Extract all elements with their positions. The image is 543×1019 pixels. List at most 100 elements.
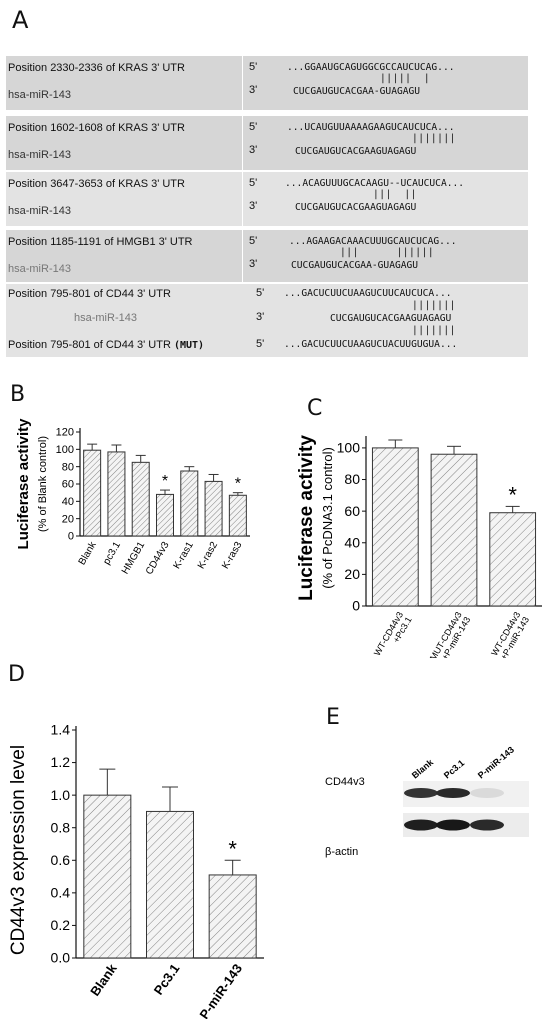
alignment-divider xyxy=(242,172,243,226)
chart-c: 0 20 40 60 80 100 WT-CD44v3+Pc3.1 MUT-CD44v3+P-… xyxy=(296,435,542,658)
utr-sequence: ...UCAUGUUAAAAGAAGUCAUCUCA... xyxy=(287,122,455,133)
bar xyxy=(107,451,126,537)
y-tick-label: 80 xyxy=(344,471,360,487)
y-axis-subtitle: (% of Blank control) xyxy=(37,436,49,532)
target-label: Position 1602-1608 of KRAS 3' UTR xyxy=(8,122,185,134)
y-axis-title: CD44v3 expression level xyxy=(8,745,29,955)
bar xyxy=(489,512,537,607)
y-tick-label: 40 xyxy=(62,496,74,508)
category-label: WT-CD44v3+P-miR-143 xyxy=(489,610,531,658)
pairing-bars: ||| || xyxy=(373,189,417,200)
blot-band xyxy=(470,819,504,831)
utr-sequence: ...GGAAUGCAGUGGCGCCAUCUCAG... xyxy=(287,62,455,73)
bar xyxy=(83,449,102,537)
category-label: Blank xyxy=(87,960,120,998)
blot-band xyxy=(436,819,470,831)
y-tick-label: 120 xyxy=(56,427,74,439)
y-tick-label: 0.4 xyxy=(51,885,71,901)
panel-c-letter: C xyxy=(307,396,323,421)
five-prime: 5' xyxy=(249,61,258,73)
y-axis-title: Luciferase activity xyxy=(15,418,32,550)
bar xyxy=(131,461,150,537)
alignment-divider xyxy=(242,230,243,282)
category-label: WT-CD44v3+Pc3.1 xyxy=(372,610,414,658)
target-label: Position 3647-3653 of KRAS 3' UTR xyxy=(8,178,185,190)
pairing-bars: ||||||| xyxy=(412,133,456,144)
mirna-label: hsa-miR-143 xyxy=(8,149,71,161)
category-label-line: Pc3.1 xyxy=(151,961,183,997)
category-label-line: K-ras2 xyxy=(196,540,220,571)
y-tick-label: 60 xyxy=(344,503,360,519)
chart-d: 0.0 0.2 0.4 0.6 0.8 1.0 1.2 1.4 Blank Pc3.1 * P-miR… xyxy=(8,722,264,1019)
panel-d-letter: D xyxy=(8,662,25,687)
pairing-bars: ||| |||||| xyxy=(340,247,435,258)
alignment-box: Position 3647-3653 of KRAS 3' UTR hsa-miR… xyxy=(6,172,528,226)
pairing-bars: ||||| | xyxy=(380,73,431,84)
blot-row-label: β-actin xyxy=(325,846,358,858)
category-label-line: K-ras3 xyxy=(220,540,244,571)
panel-b-letter: B xyxy=(10,382,26,407)
western-blot-e: Blank Pc3.1 P-miR-143 CD44v3 β-actin xyxy=(325,745,529,858)
significance-star: * xyxy=(508,482,517,507)
panel-e-letter: E xyxy=(326,705,340,730)
five-prime: 5' xyxy=(249,177,258,189)
bar xyxy=(430,453,478,607)
blot-band xyxy=(404,819,438,831)
y-tick-label: 100 xyxy=(337,440,361,456)
category-label-line: K-ras1 xyxy=(172,540,196,571)
significance-star: * xyxy=(162,473,168,490)
five-prime: 5' xyxy=(249,235,258,247)
category-label: pc3.1 xyxy=(101,540,123,567)
cd44-alignment-box: Position 795-801 of CD44 3' UTR hsa-miR-1… xyxy=(6,284,528,357)
category-label: K-ras3 xyxy=(220,540,244,571)
three-prime: 3' xyxy=(249,84,258,96)
bar xyxy=(146,810,194,959)
mirna-sequence: CUCGAUGUCACGAAGUAGAGU xyxy=(295,202,417,213)
bar xyxy=(208,874,257,959)
blot-band xyxy=(470,788,504,798)
bar xyxy=(371,447,419,607)
five-prime: 5' xyxy=(256,287,265,299)
blot-band xyxy=(436,788,470,798)
y-tick-label: 20 xyxy=(344,566,360,582)
target-label: Position 2330-2336 of KRAS 3' UTR xyxy=(8,62,185,74)
blot-row-label: CD44v3 xyxy=(325,776,365,788)
three-prime: 3' xyxy=(249,200,258,212)
three-prime: 3' xyxy=(249,144,258,156)
category-label-line: pc3.1 xyxy=(101,540,123,567)
significance-star: * xyxy=(235,476,241,493)
category-label: CD44v3 xyxy=(144,540,172,577)
category-label-line: P-miR-143 xyxy=(196,961,245,1019)
y-tick-label: 40 xyxy=(344,534,360,550)
mirna-sequence: CUCGAUGUCACGAA-GUAGAGU xyxy=(293,86,421,97)
y-tick-label: 80 xyxy=(62,461,74,473)
lane-label: P-miR-143 xyxy=(476,745,516,781)
y-tick-label: 60 xyxy=(62,479,74,491)
y-tick-label: 0.6 xyxy=(51,852,71,868)
mirna-label: hsa-miR-143 xyxy=(8,205,71,217)
category-label-line: Blank xyxy=(77,539,100,567)
cd44-utr-sequence: ...GACUCUUCUAAGUCUUCAUCUCA... xyxy=(284,288,452,299)
utr-sequence: ...ACAGUUUGCACAAGU--UCAUCUCA... xyxy=(285,178,465,189)
significance-star: * xyxy=(228,836,237,861)
pairing-bars: ||||||| xyxy=(412,300,456,311)
alignment-box: Position 1602-1608 of KRAS 3' UTR hsa-miR… xyxy=(6,116,528,170)
panel-a-letter: A xyxy=(12,6,29,34)
category-label: Blank xyxy=(77,539,100,567)
lane-label: Blank xyxy=(410,756,436,780)
y-tick-label: 0.2 xyxy=(51,917,71,933)
y-tick-label: 0 xyxy=(68,531,74,543)
y-tick-label: 0 xyxy=(352,598,360,614)
five-prime: 5' xyxy=(256,338,265,350)
category-label: Pc3.1 xyxy=(151,961,183,997)
pairing-bars: ||||||| xyxy=(412,325,456,336)
category-label-line: Blank xyxy=(87,960,120,998)
category-label: K-ras2 xyxy=(196,540,220,571)
alignment-divider xyxy=(242,56,243,110)
category-label-line: CD44v3 xyxy=(144,540,172,577)
y-axis-subtitle: (% of PcDNA3.1 control) xyxy=(320,447,335,589)
three-prime: 3' xyxy=(249,258,258,270)
bar xyxy=(83,794,132,959)
y-tick-label: 20 xyxy=(62,513,74,525)
